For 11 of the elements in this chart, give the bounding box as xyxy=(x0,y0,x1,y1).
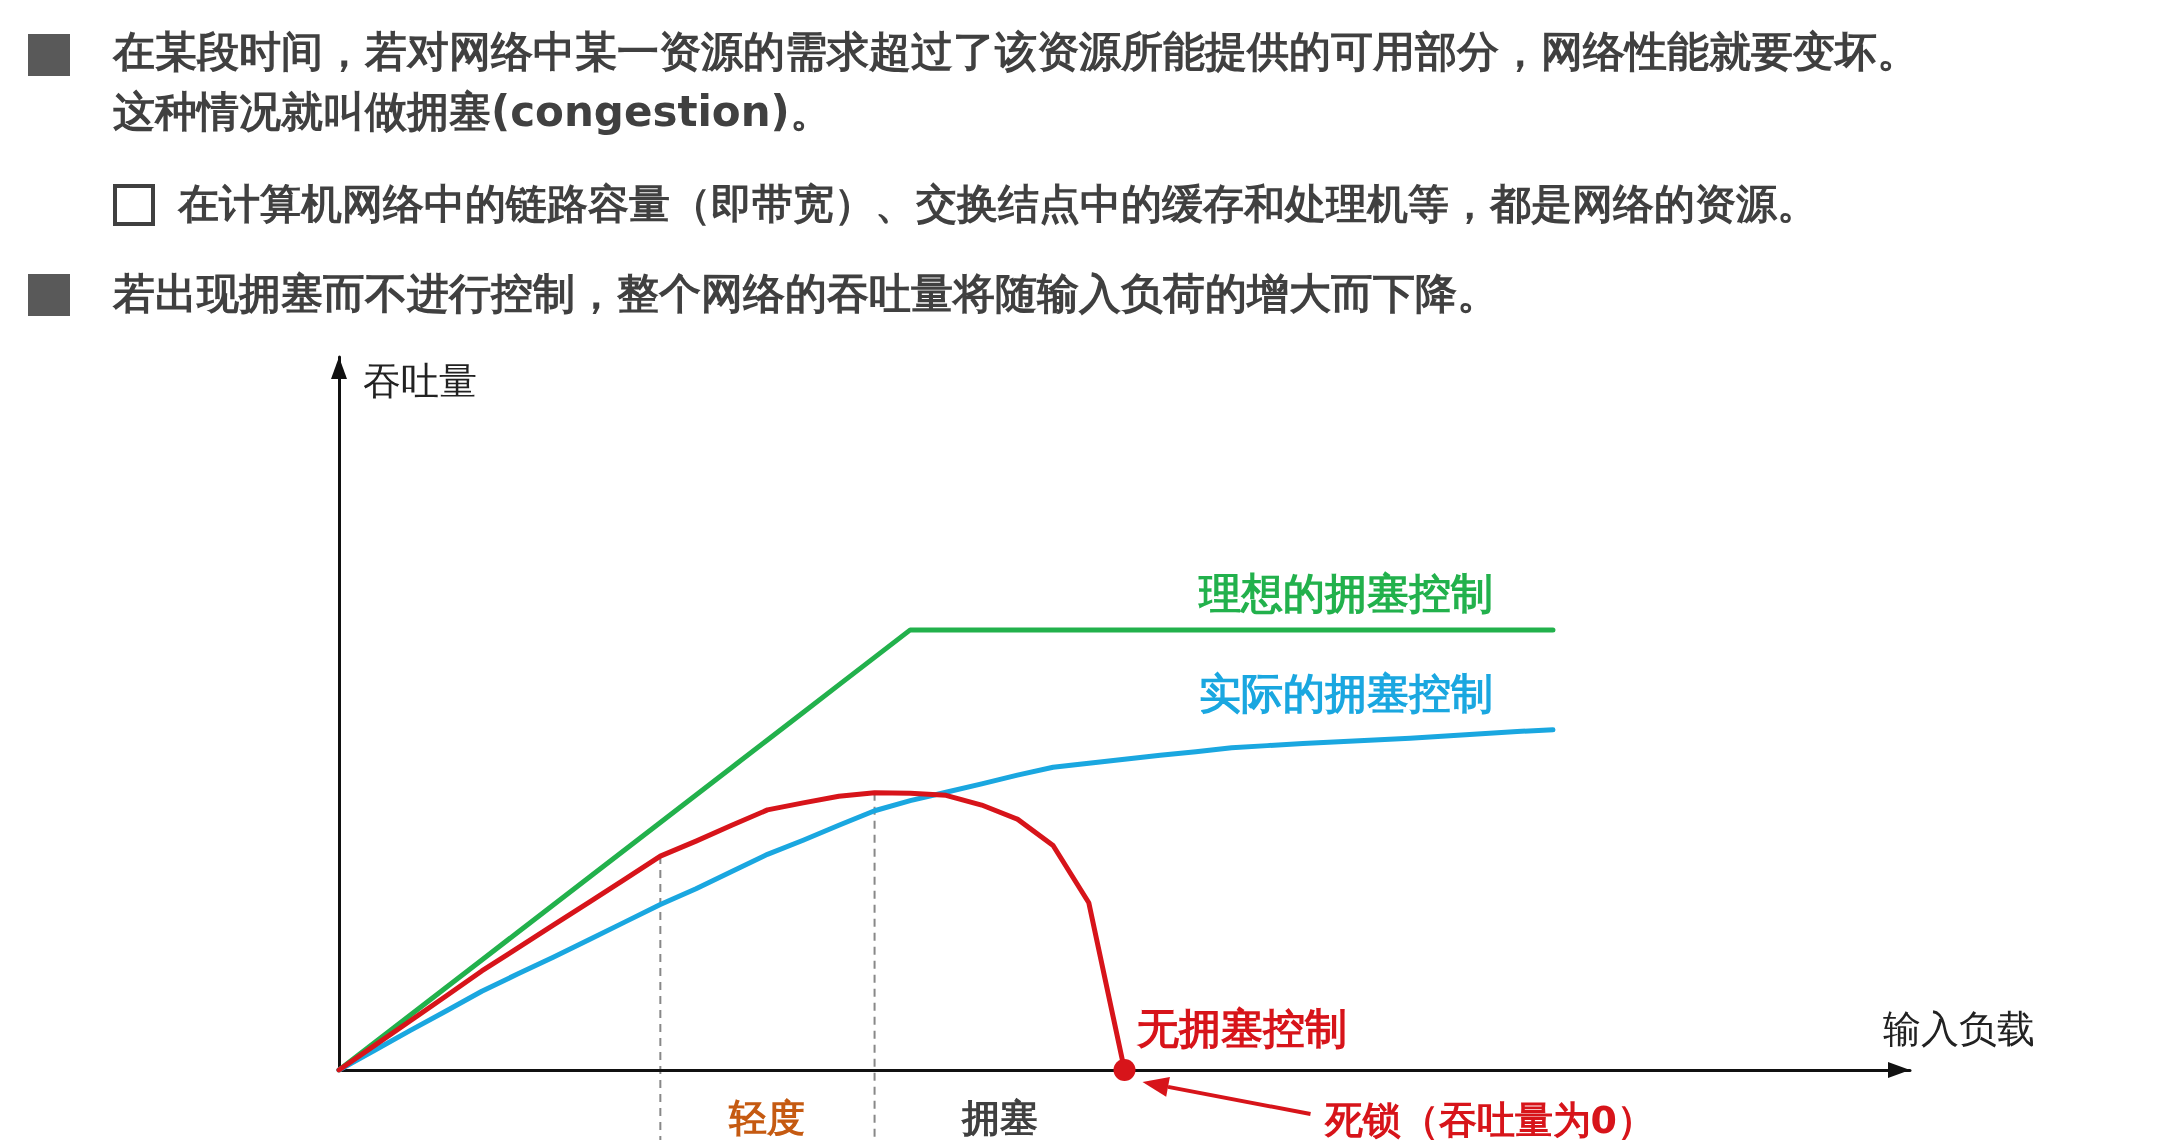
text: 拥塞 xyxy=(960,1096,1038,1140)
series-label: 无拥塞控制 xyxy=(1135,1003,1347,1053)
chart-title: 在某段时间，若对网络中某一资源的需求超过了该资源所能提供的可用部分，网络性能就要变坏。这种情况就叫做拥塞(congestion)。 xyxy=(113,26,1920,138)
chart-subtitle: 在计算机网络中的链路容量（即带宽）、交换结点中的缓存和处理机等，都是网络的资源。 xyxy=(178,179,1819,230)
text: 轻度 xyxy=(728,1096,806,1140)
text: 死锁（吞吐量为0） xyxy=(1323,1098,1655,1142)
text: 若出现拥塞而不进行控制，整个网络的吞吐量将随输入负荷的增大而下降。 xyxy=(113,268,1500,320)
series-label: 实际的拥塞控制 xyxy=(1198,669,1493,719)
series-label: 理想的拥塞控制 xyxy=(1196,569,1493,619)
text: 吞吐量 xyxy=(363,359,477,403)
x-axis-title: 输入负载 xyxy=(1883,1007,2035,1051)
